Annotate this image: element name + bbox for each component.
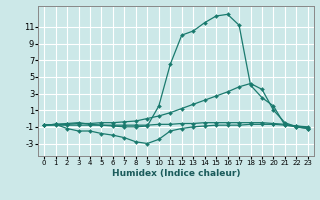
X-axis label: Humidex (Indice chaleur): Humidex (Indice chaleur) [112, 169, 240, 178]
